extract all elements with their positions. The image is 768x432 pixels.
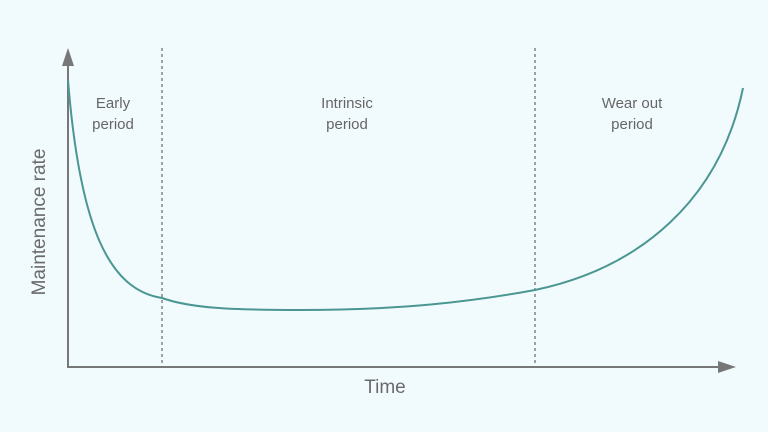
region-label: period (611, 116, 653, 133)
x-axis-label: Time (364, 377, 406, 398)
x-axis-arrow (718, 361, 736, 373)
y-axis-label: Maintenance rate (29, 149, 50, 296)
region-label: Intrinsic (321, 95, 373, 112)
curve (67, 79, 744, 312)
y-axis-arrow (62, 48, 74, 66)
region-label: period (326, 116, 368, 133)
region-label: Wear out (602, 95, 663, 112)
region-label: period (92, 116, 134, 133)
region-label: Early (96, 95, 131, 112)
